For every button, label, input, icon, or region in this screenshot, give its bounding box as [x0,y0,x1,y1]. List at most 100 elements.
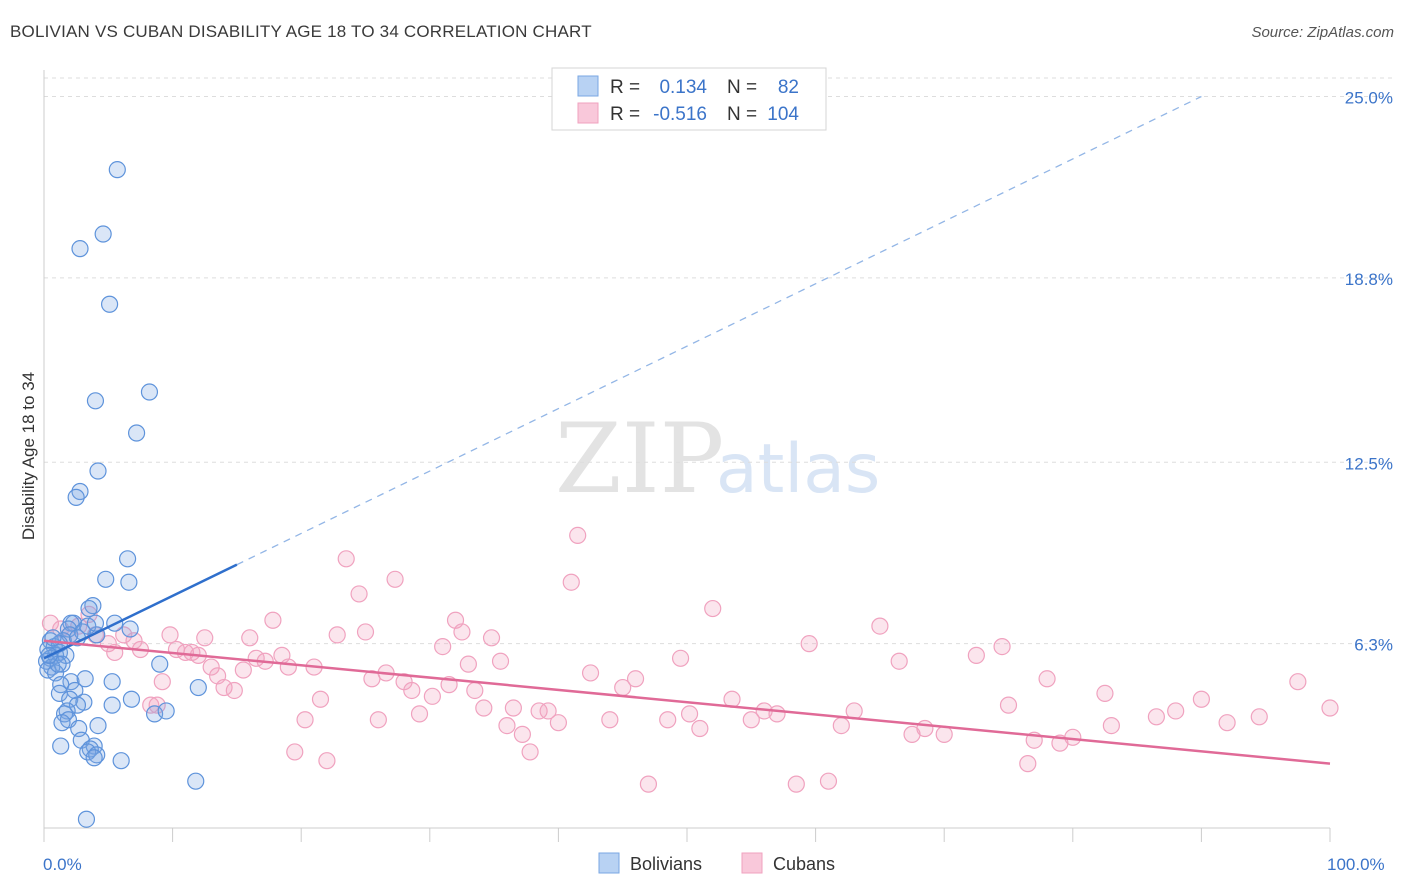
cuban-point [680,705,699,723]
stats-legend: R = 0.134 N = 82 R = -0.516 N = 104 [551,67,827,131]
stats-r-label-bolivians: R = [610,77,640,98]
cuban-point [916,719,934,738]
cuban-point [539,702,557,720]
cuban-point [369,711,387,729]
cuban-point [311,690,330,708]
bolivian-point [97,570,115,588]
cuban-point [601,711,619,729]
legend-label-cubans: Cubans [773,854,835,874]
y-tick-label: 12.5% [1345,454,1393,473]
cuban-point [498,716,516,735]
bolivian-point [49,655,67,673]
cuban-point [466,681,484,700]
cuban-point [1147,708,1165,726]
bolivian-point [89,462,107,480]
cuban-point [768,705,786,723]
stats-n-label-cubans: N = [727,104,757,125]
y-axis-label: Disability Age 18 to 34 [19,372,38,540]
cuban-point [264,611,282,629]
cuban-point [1250,708,1268,726]
stats-swatch-cubans [577,102,599,124]
bolivian-point [44,629,62,647]
y-tick-label: 6.3% [1354,636,1393,655]
bolivian-point [86,392,105,410]
cuban-point [704,599,722,618]
watermark-atlas: atlas [716,430,880,509]
bolivian-point [94,225,112,243]
cuban-point [459,655,477,673]
legend-swatch-bolivians [598,852,620,874]
cuban-point [196,629,214,647]
cuban-point [1102,716,1120,735]
cuban-point [999,696,1018,714]
bolivian-point [103,673,121,691]
x-tick-label-min: 0.0% [43,855,82,874]
bolivian-point [187,772,205,790]
cuban-point [787,775,805,793]
cuban-point [356,623,375,641]
cuban-point [491,652,510,670]
x-tick-marks [43,828,1331,842]
cuban-point [1038,670,1056,688]
trend-lines [43,95,1331,765]
bolivian-point [108,161,126,179]
y-tick-label: 25.0% [1345,89,1393,108]
cuban-point [434,637,452,656]
stats-r-value-cubans: -0.516 [653,104,707,125]
cuban-point [475,699,493,717]
cuban-point [562,573,580,591]
cuban-point [241,629,259,647]
cubans-trend-line [43,639,1331,765]
bolivian-point [77,810,96,828]
stats-r-label-cubans: R = [610,104,640,125]
bolivian-point [53,714,71,732]
cuban-point [410,705,429,723]
stats-n-value-bolivians: 82 [778,77,799,98]
cuban-point [993,637,1011,656]
bolivian-point [140,383,159,401]
cuban-point [832,716,850,735]
cuban-point [935,725,953,743]
legend-label-bolivians: Bolivians [630,854,702,874]
stats-n-label-bolivians: N = [727,77,757,98]
cuban-point [350,585,368,603]
cuban-point [482,629,501,647]
bolivian-point [189,678,207,697]
legend-swatch-cubans [741,852,763,874]
cuban-point [318,752,336,770]
bolivian-point [122,690,141,708]
cuban-point [423,687,441,705]
watermark-zip: ZIP [555,403,724,515]
y-tick-labels: 6.3% 12.5% 18.8% 25.0% [1345,89,1393,655]
cuban-point [1321,699,1339,717]
bolivian-point [52,737,70,755]
cuban-point [215,678,233,697]
cuban-point [1192,690,1211,708]
cuban-point [800,635,818,653]
cuban-point [296,711,314,729]
bolivian-point [157,702,175,720]
cuban-point [691,719,709,738]
cuban-point [549,714,568,732]
cuban-point [521,743,539,761]
cuban-point [890,652,908,670]
cuban-point [142,696,160,714]
cuban-point [225,681,243,700]
cuban-point [504,699,522,717]
bolivian-point [120,573,138,591]
bolivian-point [112,752,130,770]
stats-n-value-cubans: 104 [767,104,799,125]
cuban-point [626,670,645,688]
cuban-point [161,626,179,644]
cuban-point [286,743,304,761]
bolivian-point [86,614,105,632]
bolivian-point [89,716,107,735]
chart-title: BOLIVIAN VS CUBAN DISABILITY AGE 18 TO 3… [10,22,592,41]
bolivian-point [67,488,85,506]
bolivian-point [127,424,146,442]
cuban-point [819,772,838,790]
cuban-point [530,702,548,720]
cuban-point [659,711,677,729]
cuban-point [234,661,252,679]
cubans-points [41,526,1339,793]
